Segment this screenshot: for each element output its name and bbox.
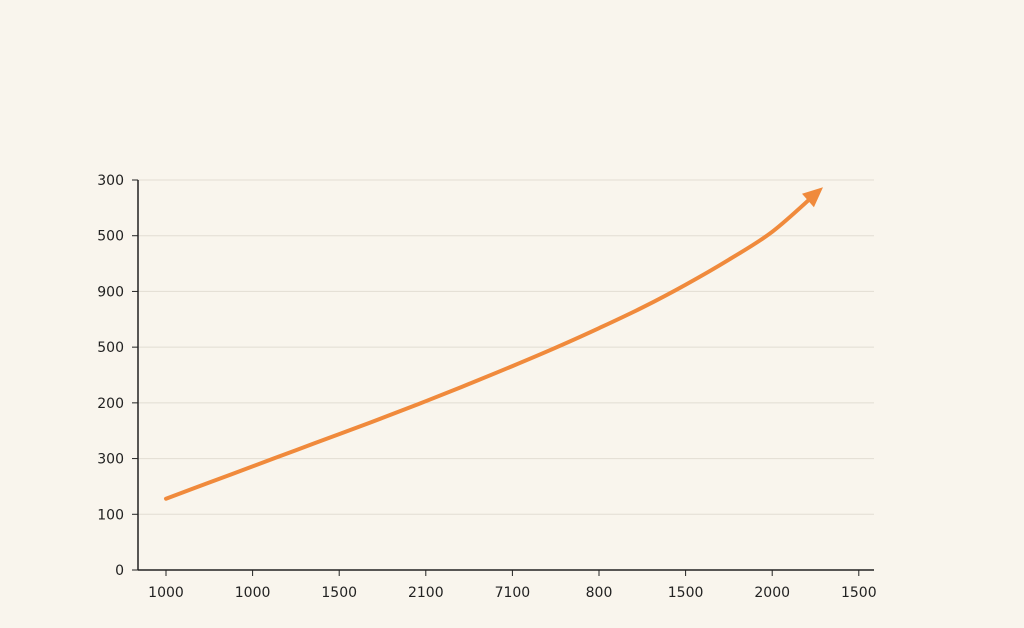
y-tick-label: 500 <box>97 229 124 245</box>
y-tick-label: 100 <box>97 507 124 523</box>
y-axis-ticks: 300 500 900 500 200 300 100 0 <box>97 173 138 579</box>
x-tick-label: 1500 <box>321 585 357 601</box>
y-tick-label: 300 <box>97 452 124 468</box>
y-tick-label: 500 <box>97 340 124 356</box>
y-tick-label: 200 <box>97 396 124 412</box>
y-tick-label: 300 <box>97 173 124 189</box>
x-axis-ticks: 1000 1000 1500 2100 7100 800 1500 2000 1500 <box>148 570 877 601</box>
x-tick-label: 1500 <box>668 585 704 601</box>
x-tick-label: 1000 <box>235 585 271 601</box>
series-arrowhead <box>802 187 823 208</box>
x-tick-label: 1500 <box>841 585 877 601</box>
series <box>164 187 823 501</box>
x-tick-label: 800 <box>586 585 613 601</box>
axes <box>137 180 874 571</box>
series-line <box>164 191 818 501</box>
x-tick-label: 1000 <box>148 585 184 601</box>
y-tick-label: 900 <box>97 284 124 300</box>
x-tick-label: 2100 <box>408 585 444 601</box>
x-tick-label: 7100 <box>495 585 531 601</box>
y-tick-label: 0 <box>115 563 124 579</box>
gridlines <box>138 179 874 515</box>
x-tick-label: 2000 <box>754 585 790 601</box>
